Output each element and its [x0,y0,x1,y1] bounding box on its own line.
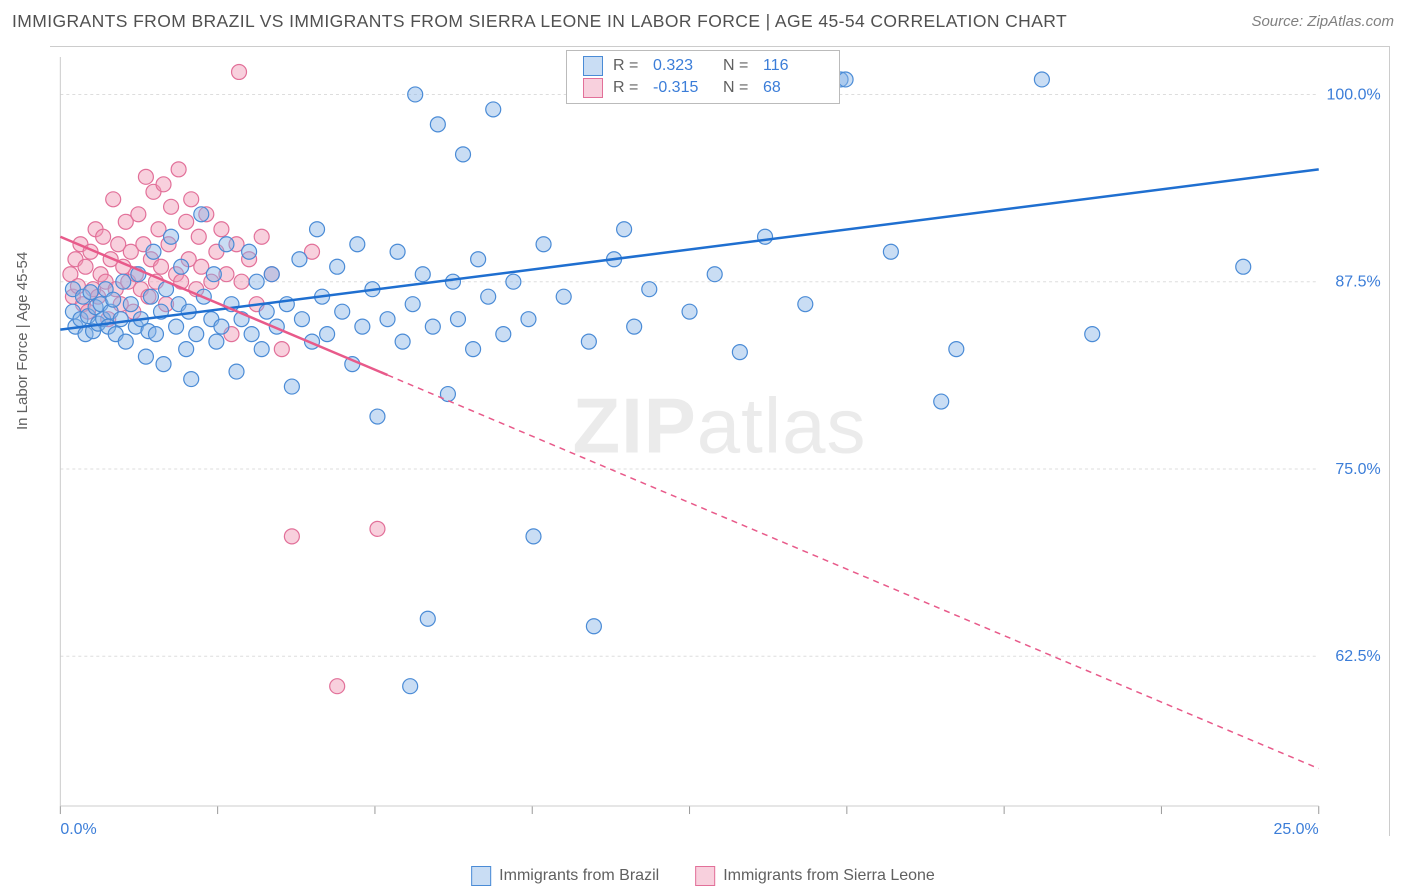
y-axis-label: In Labor Force | Age 45-54 [14,252,31,430]
r-label: R = [613,79,643,97]
swatch-icon [583,78,603,98]
chart-title: IMMIGRANTS FROM BRAZIL VS IMMIGRANTS FRO… [12,11,1067,32]
legend-label: Immigrants from Brazil [499,867,659,885]
svg-text:0.0%: 0.0% [60,821,96,836]
chart-area: 62.5%75.0%87.5%100.0%0.0%25.0% ZIPatlas [50,46,1390,836]
r-value: 0.323 [653,57,713,75]
svg-text:62.5%: 62.5% [1335,648,1380,665]
legend-item-sierra-leone: Immigrants from Sierra Leone [695,866,935,886]
r-value: -0.315 [653,79,713,97]
svg-text:100.0%: 100.0% [1326,86,1380,103]
legend-label: Immigrants from Sierra Leone [723,867,935,885]
n-value: 116 [763,57,823,75]
legend-item-brazil: Immigrants from Brazil [471,866,659,886]
svg-text:25.0%: 25.0% [1273,821,1318,836]
svg-text:75.0%: 75.0% [1335,461,1380,478]
svg-text:87.5%: 87.5% [1335,274,1380,291]
swatch-icon [695,866,715,886]
correlation-legend: R = 0.323 N = 116 R = -0.315 N = 68 [566,50,840,104]
swatch-icon [583,56,603,76]
scatter-plot: 62.5% 75.0% 87.5% 100.0% 0.0% 25.0% [50,47,1389,836]
legend-row-brazil: R = 0.323 N = 116 [583,55,823,77]
n-value: 68 [763,79,823,97]
series-legend: Immigrants from Brazil Immigrants from S… [471,866,935,886]
r-label: R = [613,57,643,75]
swatch-icon [471,866,491,886]
n-label: N = [723,79,753,97]
source-attribution: Source: ZipAtlas.com [1251,13,1394,30]
n-label: N = [723,57,753,75]
legend-row-sierra-leone: R = -0.315 N = 68 [583,77,823,99]
